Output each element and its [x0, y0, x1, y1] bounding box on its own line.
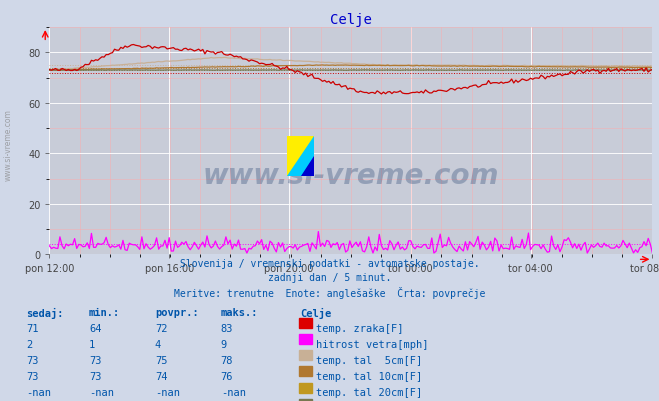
- Text: temp. tal 10cm[F]: temp. tal 10cm[F]: [316, 371, 422, 381]
- Text: 73: 73: [89, 355, 101, 365]
- Text: Meritve: trenutne  Enote: anglešaške  Črta: povprečje: Meritve: trenutne Enote: anglešaške Črta…: [174, 287, 485, 299]
- Polygon shape: [287, 136, 314, 176]
- Text: 64: 64: [89, 323, 101, 333]
- Text: 73: 73: [26, 355, 39, 365]
- Text: sedaj:: sedaj:: [26, 307, 64, 318]
- Text: -nan: -nan: [89, 387, 114, 397]
- Text: -nan: -nan: [155, 387, 180, 397]
- Text: 78: 78: [221, 355, 233, 365]
- Text: 75: 75: [155, 355, 167, 365]
- Text: -nan: -nan: [221, 387, 246, 397]
- Text: www.si-vreme.com: www.si-vreme.com: [203, 161, 499, 189]
- Polygon shape: [301, 156, 314, 176]
- Text: maks.:: maks.:: [221, 307, 258, 317]
- Title: Celje: Celje: [330, 13, 372, 27]
- Text: 83: 83: [221, 323, 233, 333]
- Text: temp. tal  5cm[F]: temp. tal 5cm[F]: [316, 355, 422, 365]
- Text: 72: 72: [155, 323, 167, 333]
- Text: 1: 1: [89, 339, 95, 349]
- Text: 4: 4: [155, 339, 161, 349]
- Text: 9: 9: [221, 339, 227, 349]
- Text: 2: 2: [26, 339, 32, 349]
- Text: temp. zraka[F]: temp. zraka[F]: [316, 323, 404, 333]
- Text: 73: 73: [26, 371, 39, 381]
- Text: 74: 74: [155, 371, 167, 381]
- Text: Slovenija / vremenski podatki - avtomatske postaje.: Slovenija / vremenski podatki - avtomats…: [180, 259, 479, 269]
- Text: min.:: min.:: [89, 307, 120, 317]
- Text: Celje: Celje: [300, 307, 331, 318]
- Text: hitrost vetra[mph]: hitrost vetra[mph]: [316, 339, 429, 349]
- Text: 71: 71: [26, 323, 39, 333]
- Text: povpr.:: povpr.:: [155, 307, 198, 317]
- Text: www.si-vreme.com: www.si-vreme.com: [3, 109, 13, 180]
- Text: -nan: -nan: [26, 387, 51, 397]
- Text: 76: 76: [221, 371, 233, 381]
- Text: temp. tal 20cm[F]: temp. tal 20cm[F]: [316, 387, 422, 397]
- Text: 73: 73: [89, 371, 101, 381]
- Polygon shape: [287, 136, 314, 176]
- Text: zadnji dan / 5 minut.: zadnji dan / 5 minut.: [268, 273, 391, 283]
